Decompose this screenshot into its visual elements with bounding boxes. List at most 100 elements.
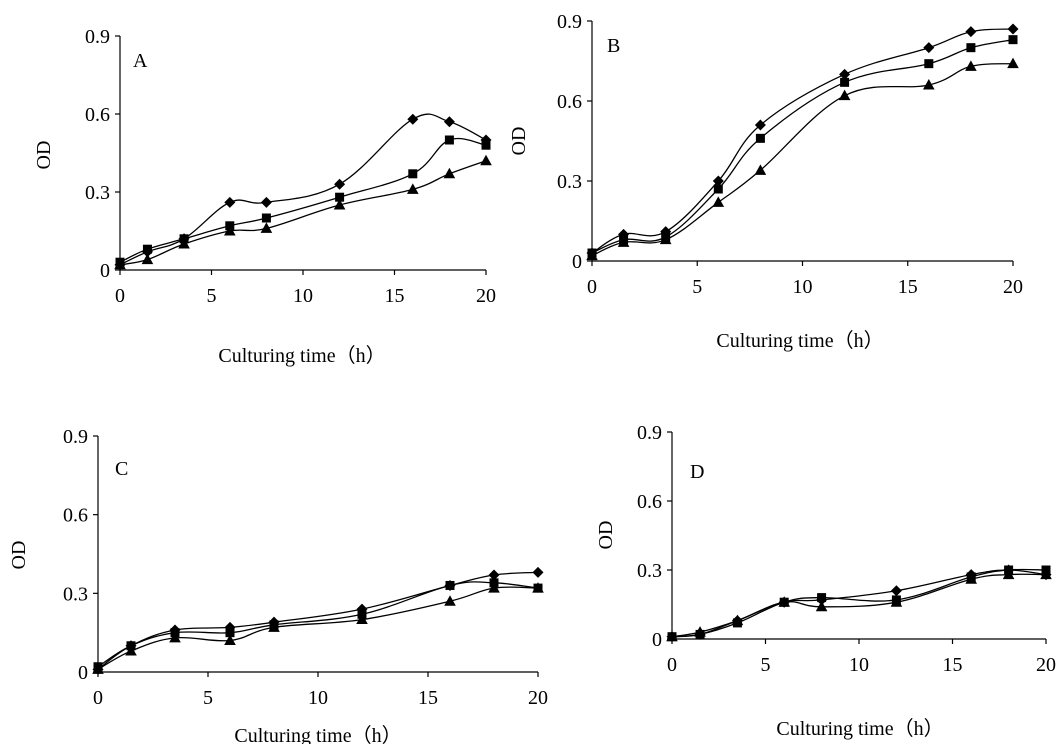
x-axis-label: Culturing time（h） <box>234 724 401 744</box>
y-tick-label: 0.9 <box>63 426 88 448</box>
x-tick-label: 10 <box>293 285 313 307</box>
panel-c: 0 0.3 0.6 0.9 0 5 10 15 20 Culturing time（h） OD C <box>8 426 548 744</box>
series-line-diamond <box>591 28 1014 254</box>
triangle-marker <box>965 60 977 71</box>
triangle-marker <box>480 154 492 166</box>
x-tick-label: 0 <box>587 276 597 298</box>
square-marker <box>924 59 934 69</box>
x-tick-label: 5 <box>203 687 213 709</box>
y-tick-label: 0.6 <box>557 91 582 113</box>
triangle-marker <box>754 164 767 175</box>
triangle-marker <box>125 645 137 656</box>
x-tick-label: 20 <box>1036 654 1056 676</box>
triangle-marker <box>169 631 181 643</box>
series-line-square <box>591 39 1014 254</box>
diamond-marker <box>1007 23 1019 35</box>
panel-d: 0 0.3 0.6 0.9 0 5 10 15 20 Culturing time（h） OD D <box>595 422 1056 740</box>
diamond-marker <box>407 113 419 125</box>
y-tick-label: 0.6 <box>637 491 662 513</box>
x-tick-label: 15 <box>943 654 963 676</box>
x-tick-label: 5 <box>692 276 702 298</box>
triangle-marker <box>268 621 280 632</box>
series-line-triangle <box>97 586 539 670</box>
triangle-marker <box>838 89 851 101</box>
triangle-marker <box>694 626 706 637</box>
x-tick-label: 0 <box>115 285 125 307</box>
x-tick-label: 15 <box>898 276 918 298</box>
x-tick-label: 5 <box>761 654 771 676</box>
triangle-marker <box>778 596 790 607</box>
y-tick-label: 0.3 <box>63 583 88 605</box>
y-axis-label: OD <box>508 127 530 156</box>
y-tick-label: 0.6 <box>63 505 88 527</box>
triangle-marker <box>666 630 678 642</box>
triangle-marker <box>815 600 828 612</box>
triangle-marker <box>965 573 977 584</box>
x-tick-label: 15 <box>385 285 405 307</box>
square-marker <box>755 133 765 143</box>
triangle-marker <box>114 258 126 270</box>
triangle-marker <box>712 196 725 207</box>
diamond-marker <box>839 68 851 80</box>
panel-a: 0 0.3 0.6 0.9 0 5 10 15 20 Culturing time（h） OD A <box>33 26 496 367</box>
square-marker <box>225 628 235 638</box>
triangle-marker <box>488 582 500 593</box>
square-marker <box>261 213 271 223</box>
diamond-marker <box>443 116 455 128</box>
y-tick-label: 0.9 <box>85 26 110 48</box>
x-tick-label: 20 <box>1003 276 1023 298</box>
diamond-marker <box>260 196 272 208</box>
square-marker <box>713 184 723 194</box>
triangle-marker <box>141 253 154 265</box>
x-tick-label: 0 <box>667 654 677 676</box>
triangle-marker <box>260 222 273 233</box>
series-line-square <box>671 568 1047 638</box>
series-line-triangle <box>119 160 487 266</box>
panel-title: D <box>690 461 704 483</box>
square-marker <box>444 135 454 145</box>
triangle-marker <box>890 596 903 607</box>
triangle-marker <box>586 249 598 261</box>
square-marker <box>840 77 850 87</box>
diamond-marker <box>890 585 902 597</box>
series-line-triangle <box>591 63 1014 257</box>
triangle-marker <box>1040 568 1052 580</box>
triangle-marker <box>617 236 630 247</box>
x-tick-label: 0 <box>93 687 103 709</box>
triangle-marker <box>224 634 236 646</box>
series-line-triangle <box>671 573 1047 638</box>
square-marker <box>142 244 152 254</box>
x-tick-label: 15 <box>418 687 438 709</box>
triangle-marker <box>731 614 744 626</box>
panel-title: B <box>607 35 620 57</box>
triangle-marker <box>224 225 236 236</box>
triangle-marker <box>1002 568 1015 580</box>
triangle-marker <box>659 233 672 245</box>
y-axis-label: OD <box>595 521 617 550</box>
x-axis-label: Culturing time（h） <box>218 344 385 367</box>
y-tick-label: 0 <box>100 260 110 282</box>
x-axis-label: Culturing time（h） <box>776 717 943 740</box>
y-tick-label: 0 <box>572 251 582 273</box>
diamond-marker <box>923 42 935 54</box>
diamond-marker <box>754 119 766 131</box>
y-tick-label: 0 <box>78 662 88 684</box>
triangle-marker <box>333 199 346 210</box>
triangle-marker <box>1007 57 1019 69</box>
x-tick-label: 20 <box>528 687 548 709</box>
square-marker <box>817 593 827 603</box>
x-tick-label: 10 <box>793 276 813 298</box>
y-tick-label: 0.9 <box>637 422 662 444</box>
x-axis-label: Culturing time（h） <box>716 329 883 352</box>
y-tick-label: 0.6 <box>85 104 110 126</box>
y-tick-label: 0.3 <box>557 171 582 193</box>
series-line-diamond <box>119 113 487 266</box>
diamond-marker <box>334 178 346 190</box>
x-tick-label: 10 <box>849 654 869 676</box>
triangle-marker <box>92 663 104 674</box>
panel-title: C <box>115 458 128 480</box>
diamond-marker <box>712 175 724 187</box>
diamond-marker <box>532 566 544 578</box>
triangle-marker <box>444 595 456 606</box>
